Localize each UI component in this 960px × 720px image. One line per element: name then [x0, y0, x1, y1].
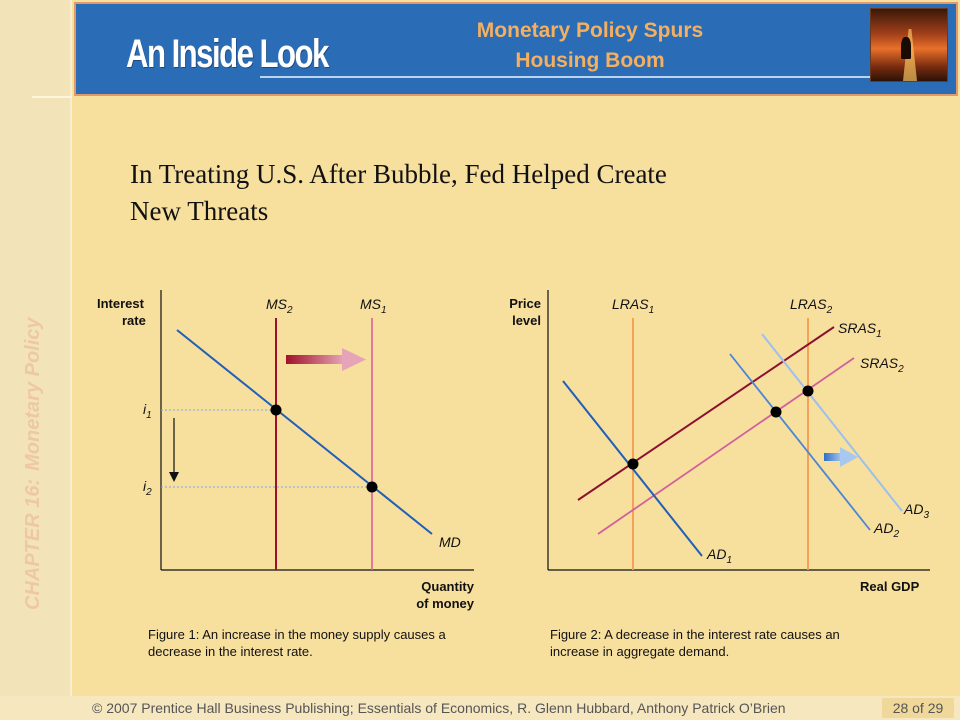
- fig2-equilibrium-point-2: [770, 406, 782, 418]
- fig2-ylabel-line2: level: [512, 313, 541, 328]
- sidebar: [0, 0, 72, 720]
- fig1-caption-line2: decrease in the interest rate.: [148, 644, 313, 659]
- i1-label: i1: [143, 401, 152, 421]
- copyright-text: © 2007 Prentice Hall Business Publishing…: [92, 700, 786, 716]
- fig2-equilibrium-point-1: [627, 458, 639, 470]
- lras2-label: LRAS2: [790, 296, 833, 316]
- header-photo: [870, 8, 948, 82]
- fig2-caption: Figure 2: A decrease in the interest rat…: [550, 626, 840, 660]
- header-title-line1: Monetary Policy Spurs: [476, 19, 704, 42]
- fig1-xlabel-line1: Quantity: [421, 579, 474, 594]
- sras1-curve: [577, 326, 835, 501]
- demand-shift-arrow: [824, 447, 858, 467]
- ad2-curve: [729, 353, 871, 531]
- fig2-x-axis-title: Real GDP: [860, 579, 920, 594]
- fig1-xlabel-line2: of money: [416, 596, 474, 611]
- fig2-caption-line2: increase in aggregate demand.: [550, 644, 730, 659]
- fig1-equilibrium-point-1: [270, 404, 282, 416]
- md-label: MD: [439, 534, 461, 550]
- i2-label: i2: [143, 478, 152, 498]
- footer-bar: [0, 696, 960, 720]
- headline-line1: In Treating U.S. After Bubble, Fed Helpe…: [130, 159, 667, 189]
- fig1-equilibrium-point-2: [366, 481, 378, 493]
- fig1-caption-line1: Figure 1: An increase in the money suppl…: [148, 627, 446, 642]
- fig2-y-axis-title: Price level: [505, 295, 541, 329]
- ad1-label: AD1: [706, 546, 732, 566]
- ad3-label: AD3: [903, 501, 929, 521]
- brand-logo-text: An Inside Look: [126, 32, 329, 76]
- ad2-label: AD2: [873, 520, 899, 540]
- header-title-line2: Housing Boom: [515, 49, 665, 72]
- sras2-curve: [597, 357, 855, 535]
- fig1-ylabel-line2: rate: [122, 313, 146, 328]
- fig2-equilibrium-point-3: [802, 385, 814, 397]
- ad3-curve: [761, 333, 903, 512]
- header-divider: [260, 76, 872, 78]
- rate-decrease-arrow: [169, 418, 179, 482]
- page-number: 28 of 29: [882, 698, 954, 718]
- headline: In Treating U.S. After Bubble, Fed Helpe…: [130, 156, 830, 230]
- lras1-label: LRAS1: [612, 296, 654, 316]
- ms1-label: MS1: [360, 296, 387, 316]
- fig1-x-axis-title: Quantity of money: [404, 578, 474, 612]
- sras1-label: SRAS1: [838, 320, 882, 340]
- fig1-ylabel-line1: Interest: [97, 296, 144, 311]
- money-supply-shift-arrow: [286, 348, 366, 371]
- md-curve: [176, 329, 433, 535]
- sras2-label: SRAS2: [860, 355, 904, 375]
- headline-line2: New Threats: [130, 196, 269, 226]
- fig1-y-axis-title: Interest rate: [97, 295, 146, 329]
- ms2-label: MS2: [266, 296, 293, 316]
- photo-figure: [901, 37, 911, 59]
- fig2-caption-line1: Figure 2: A decrease in the interest rat…: [550, 627, 840, 642]
- fig2-ylabel-line1: Price: [509, 296, 541, 311]
- sidebar-divider: [32, 96, 72, 98]
- header-title: Monetary Policy Spurs Housing Boom: [440, 16, 740, 76]
- header-banner: [74, 2, 958, 96]
- fig1-caption: Figure 1: An increase in the money suppl…: [148, 626, 446, 660]
